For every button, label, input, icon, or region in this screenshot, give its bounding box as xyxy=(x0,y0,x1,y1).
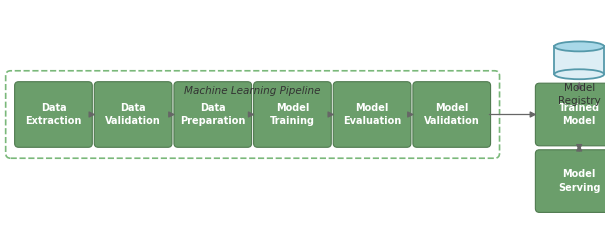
Text: Model
Evaluation: Model Evaluation xyxy=(343,103,401,126)
Text: Model
Training: Model Training xyxy=(270,103,315,126)
FancyBboxPatch shape xyxy=(15,82,92,147)
FancyBboxPatch shape xyxy=(413,82,490,147)
FancyBboxPatch shape xyxy=(254,82,331,147)
FancyBboxPatch shape xyxy=(94,82,172,147)
FancyBboxPatch shape xyxy=(535,83,607,146)
Text: Machine Learning Pipeline: Machine Learning Pipeline xyxy=(185,86,321,96)
Ellipse shape xyxy=(554,69,604,79)
Ellipse shape xyxy=(554,41,604,51)
FancyBboxPatch shape xyxy=(554,46,604,74)
Text: Trained
Model: Trained Model xyxy=(558,103,600,126)
Text: Data
Validation: Data Validation xyxy=(105,103,161,126)
FancyBboxPatch shape xyxy=(333,82,411,147)
Text: Data
Preparation: Data Preparation xyxy=(180,103,245,126)
Text: Data
Extraction: Data Extraction xyxy=(25,103,82,126)
FancyBboxPatch shape xyxy=(174,82,252,147)
Text: Model
Validation: Model Validation xyxy=(424,103,480,126)
Text: Model
Serving: Model Serving xyxy=(558,169,600,193)
Text: Model
Registry: Model Registry xyxy=(558,83,600,106)
FancyBboxPatch shape xyxy=(535,150,607,213)
